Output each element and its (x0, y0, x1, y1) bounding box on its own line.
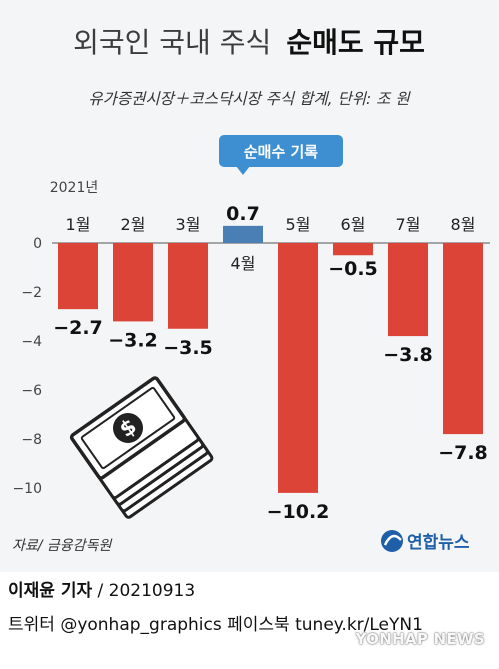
badge-box (219, 135, 343, 167)
category-label: 5월 (286, 215, 311, 234)
title-bold: 순매도 규모 (286, 26, 425, 59)
value-label: −7.8 (438, 442, 488, 464)
bar (388, 243, 428, 337)
net-buy-badge: 순매수 기록 (219, 135, 343, 175)
bar-chart: 외국인 국내 주식 순매도 규모 유가증권시장＋코스닥시장 주식 합계, 단위:… (12, 26, 490, 554)
year-label: 2021년 (50, 180, 99, 196)
value-label: −0.5 (328, 258, 378, 280)
value-label: −3.5 (163, 337, 213, 359)
y-tick-label: −2 (21, 285, 42, 301)
category-label: 3월 (176, 215, 201, 234)
badge-label: 순매수 기록 (244, 143, 318, 161)
bar (168, 243, 208, 329)
y-tick-label: −6 (21, 383, 42, 399)
brand-name: 연합뉴스 (407, 532, 470, 553)
footer: 이재윤 기자 / 20210913 트위터 @yonhap_graphics 페… (0, 572, 499, 669)
bar (333, 243, 373, 256)
y-tick-label: −4 (21, 334, 42, 350)
y-tick-label: 0 (33, 236, 42, 252)
category-label: 2월 (121, 215, 146, 234)
bar (278, 243, 318, 493)
category-labels: 1월 2월 3월 4월 5월 6월 7월 8월 (66, 215, 476, 273)
author-name: 이재윤 기자 (8, 581, 93, 601)
chart-card: 외국인 국내 주식 순매도 규모 유가증권시장＋코스닥시장 주식 합계, 단위:… (0, 0, 499, 572)
bar (58, 243, 98, 310)
title-regular: 외국인 국내 주식 (73, 26, 271, 59)
publish-date: / 20210913 (92, 581, 196, 601)
value-label: −10.2 (267, 501, 330, 523)
bars (58, 225, 483, 493)
value-label: −3.8 (383, 344, 433, 366)
author-line: 이재윤 기자 / 20210913 (8, 576, 195, 601)
y-tick-label: −10 (12, 481, 42, 497)
bar (443, 243, 483, 435)
y-tick-label: −8 (21, 432, 42, 448)
yonhap-brand-logo: 연합뉴스 (381, 530, 470, 553)
category-label: 7월 (396, 215, 421, 234)
source-label: 자료/ 금융감독원 (12, 538, 112, 554)
bar (113, 243, 153, 322)
bar (223, 225, 263, 243)
chart-subtitle: 유가증권시장＋코스닥시장 주식 합계, 단위: 조 원 (88, 90, 411, 108)
social-links: 트위터 @yonhap_graphics 페이스북 tuney.kr/LeYN1 (8, 615, 423, 635)
category-label: 8월 (451, 215, 476, 234)
money-stack-icon: $ (69, 376, 214, 519)
value-labels: −2.7−3.2 −3.5 0.7 −10.2 −0.5 −3.8 −7.8 (53, 203, 488, 523)
chart-title: 외국인 국내 주식 순매도 규모 (73, 26, 425, 59)
value-label: −3.2 (108, 329, 158, 351)
badge-pointer (236, 166, 250, 175)
y-axis-ticks: 0 −2 −4 −6 −8 −10 (12, 236, 42, 497)
category-label: 1월 (66, 215, 91, 234)
value-label: 0.7 (226, 203, 260, 225)
value-label: −2.7 (53, 317, 103, 339)
category-label: 4월 (231, 254, 256, 273)
category-label: 6월 (341, 215, 366, 234)
yonhap-watermark: YONHAP NEWS (355, 630, 485, 648)
